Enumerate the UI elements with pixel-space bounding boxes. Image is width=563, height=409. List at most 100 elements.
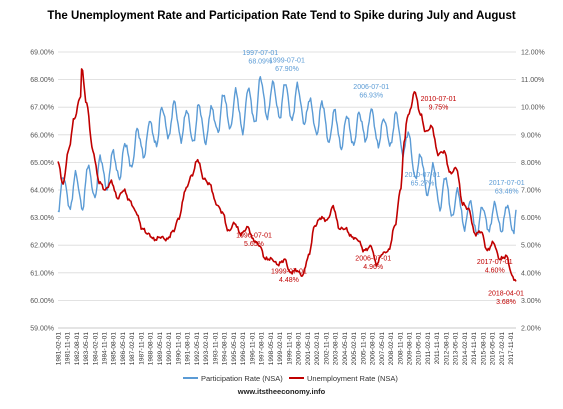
annotation-date: 2017-07-01 bbox=[477, 259, 513, 266]
x-tick-label: 2002-11-01 bbox=[323, 332, 330, 365]
x-tick-label: 1992-05-01 bbox=[194, 332, 201, 366]
x-axis: 1981-02-01 1981-11-01 1982-08-01 1983-05-01… bbox=[55, 327, 516, 366]
annotation-date: 2018-04-01 bbox=[488, 291, 524, 298]
annotation-date: 2017-07-01 bbox=[489, 180, 525, 187]
legend-label-participation: Participation Rate (NSA) bbox=[201, 374, 283, 383]
y-right-tick-label: 3.00% bbox=[521, 298, 541, 305]
x-tick-label: 1989-05-01 bbox=[157, 332, 164, 366]
y-right-tick-label: 6.00% bbox=[521, 215, 541, 222]
y-left-tick-label: 68.00% bbox=[30, 77, 54, 84]
x-tick-label: 1986-05-01 bbox=[120, 332, 127, 366]
annotation-value: 68.09% bbox=[248, 59, 272, 66]
x-tick-label: 1991-08-01 bbox=[185, 332, 192, 366]
x-tick-label: 1996-02-01 bbox=[240, 332, 247, 366]
y-left-tick-label: 66.00% bbox=[30, 132, 54, 139]
annotation-value: 67.90% bbox=[275, 66, 299, 73]
y-right-tick-label: 9.00% bbox=[521, 132, 541, 139]
x-tick-label: 2003-08-01 bbox=[333, 332, 340, 366]
unemployment-rate-line bbox=[57, 68, 517, 282]
y-left-tick-label: 69.00% bbox=[30, 50, 54, 57]
x-tick-label: 2014-11-01 bbox=[471, 332, 478, 365]
x-tick-label: 2002-02-01 bbox=[314, 332, 321, 366]
x-tick-label: 1993-11-01 bbox=[212, 332, 219, 365]
y-left-tick-label: 62.00% bbox=[30, 243, 54, 250]
annotation-date: 1997-07-01 bbox=[242, 50, 278, 57]
annotation-value: 3.68% bbox=[496, 299, 516, 306]
annotation-value: 9.75% bbox=[429, 105, 449, 112]
x-tick-label: 2009-08-01 bbox=[407, 332, 414, 366]
x-tick-label: 1990-02-01 bbox=[166, 332, 173, 366]
y-left-tick-label: 67.00% bbox=[30, 105, 54, 112]
y-right-tick-label: 11.00% bbox=[521, 77, 544, 84]
x-tick-label: 2016-05-01 bbox=[490, 332, 497, 366]
y-right-tick-label: 7.00% bbox=[521, 188, 541, 195]
x-tick-label: 1981-11-01 bbox=[65, 332, 72, 365]
annotation-value: 65.27% bbox=[411, 180, 435, 187]
annotation-value: 4.48% bbox=[279, 277, 299, 284]
x-tick-label: 2013-05-01 bbox=[453, 332, 460, 366]
annotation-layer: 1997-07-0168.09%1999-07-0167.90%2006-07-… bbox=[236, 50, 525, 306]
x-tick-label: 1994-08-01 bbox=[222, 332, 229, 366]
x-tick-label: 1993-02-01 bbox=[203, 332, 210, 366]
x-tick-label: 1999-11-01 bbox=[286, 332, 293, 365]
x-tick-label: 2007-05-01 bbox=[379, 332, 386, 366]
x-tick-label: 2005-02-01 bbox=[351, 332, 358, 366]
x-tick-label: 2001-05-01 bbox=[305, 332, 312, 366]
x-tick-label: 2008-11-01 bbox=[397, 332, 404, 365]
x-tick-label: 1985-08-01 bbox=[111, 332, 118, 366]
y-right-tick-label: 12.00% bbox=[521, 50, 545, 57]
x-tick-label: 2000-08-01 bbox=[296, 332, 303, 366]
y-right-tick-label: 5.00% bbox=[521, 243, 541, 250]
annotation-value: 4.96% bbox=[363, 264, 383, 271]
x-tick-label: 1982-08-01 bbox=[74, 332, 81, 366]
x-tick-label: 2012-08-01 bbox=[443, 332, 450, 366]
x-tick-label: 2010-05-01 bbox=[416, 332, 423, 366]
annotation-value: 5.65% bbox=[244, 241, 264, 248]
x-tick-label: 2017-02-01 bbox=[499, 332, 506, 366]
y-left-tick-label: 64.00% bbox=[30, 188, 54, 195]
x-tick-label: 1999-02-01 bbox=[277, 332, 284, 366]
annotation-date: 1999-07-01 bbox=[271, 269, 307, 276]
participation-rate-line bbox=[57, 75, 517, 236]
grid-layer bbox=[58, 51, 516, 329]
x-tick-label: 2017-11-01 bbox=[508, 332, 515, 365]
y-right-tick-label: 4.00% bbox=[521, 270, 541, 277]
x-tick-label: 2005-11-01 bbox=[360, 332, 367, 365]
annotation-date: 1999-07-01 bbox=[269, 57, 305, 64]
annotation-date: 2006-07-01 bbox=[355, 255, 391, 262]
x-tick-label: 2011-02-01 bbox=[425, 332, 432, 365]
x-tick-label: 2006-08-01 bbox=[370, 332, 377, 366]
y-left-tick-label: 60.00% bbox=[30, 298, 54, 305]
x-tick-label: 2014-02-01 bbox=[462, 332, 469, 366]
y-left-tick-label: 65.00% bbox=[30, 160, 54, 167]
right-axis: 2.00% 3.00% 4.00% 5.00% 6.00% 7.00% 8.00% 9.00%… bbox=[521, 50, 545, 333]
x-tick-label: 1984-02-01 bbox=[92, 332, 99, 366]
y-right-tick-label: 2.00% bbox=[521, 326, 541, 333]
annotation-date: 1996-07-01 bbox=[236, 232, 272, 239]
y-left-tick-label: 61.00% bbox=[30, 270, 54, 277]
x-tick-label: 1981-02-01 bbox=[55, 332, 62, 366]
x-tick-label: 2011-11-01 bbox=[434, 332, 441, 365]
x-tick-label: 1984-11-01 bbox=[102, 332, 109, 365]
x-tick-label: 1995-05-01 bbox=[231, 332, 238, 366]
legend-label-unemployment: Unemployment Rate (NSA) bbox=[307, 374, 398, 383]
x-tick-label: 1997-08-01 bbox=[259, 332, 266, 366]
annotation-value: 63.46% bbox=[495, 188, 519, 195]
legend: Participation Rate (NSA) Unemployment Ra… bbox=[183, 374, 398, 383]
chart-title: The Unemployment Rate and Participation … bbox=[47, 10, 516, 22]
x-tick-label: 2015-08-01 bbox=[480, 332, 487, 366]
y-right-tick-label: 10.00% bbox=[521, 105, 545, 112]
annotation-value: 66.93% bbox=[359, 93, 383, 100]
annotation-value: 4.60% bbox=[485, 268, 505, 275]
x-tick-label: 1998-05-01 bbox=[268, 332, 275, 366]
x-tick-label: 1990-11-01 bbox=[175, 332, 182, 365]
x-tick-label: 1988-08-01 bbox=[148, 332, 155, 366]
left-axis: 59.00% 60.00% 61.00% 62.00% 63.00% 64.00% 65.0… bbox=[30, 50, 54, 333]
y-right-tick-label: 8.00% bbox=[521, 160, 541, 167]
x-tick-label: 1983-05-01 bbox=[83, 332, 90, 366]
x-tick-label: 1987-02-01 bbox=[129, 332, 136, 366]
series-layer bbox=[57, 68, 517, 282]
x-tick-label: 1996-11-01 bbox=[249, 332, 256, 365]
